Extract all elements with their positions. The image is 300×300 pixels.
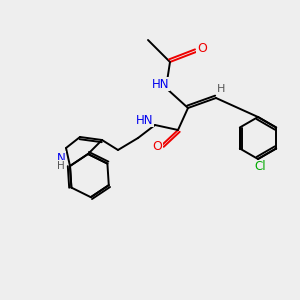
Text: O: O	[197, 43, 207, 56]
Text: H: H	[217, 84, 225, 94]
Text: N: N	[57, 152, 65, 164]
Text: HN: HN	[152, 77, 170, 91]
Text: O: O	[152, 140, 162, 154]
Text: Cl: Cl	[254, 160, 266, 173]
Text: HN: HN	[136, 113, 154, 127]
Text: H: H	[57, 161, 65, 171]
